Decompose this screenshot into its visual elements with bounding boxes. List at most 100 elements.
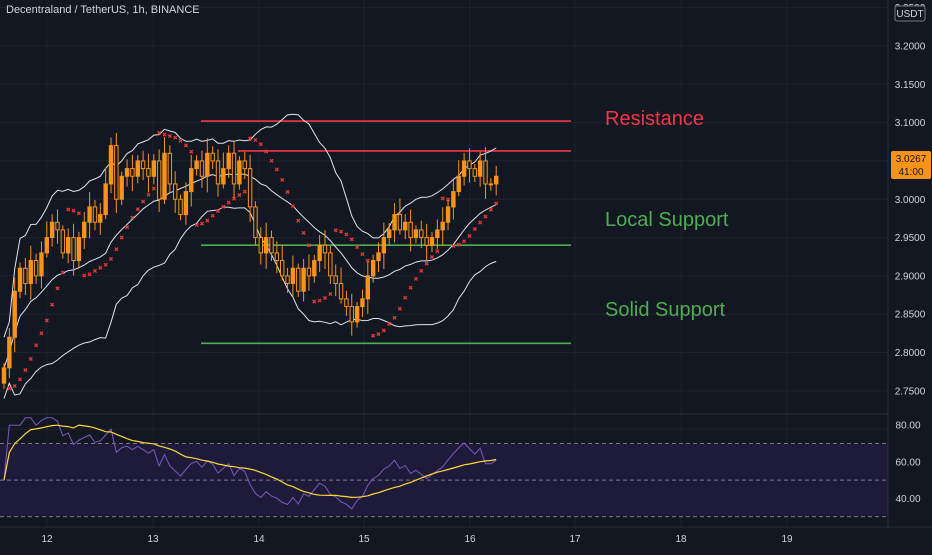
sar-dot-10: [55, 286, 60, 291]
candle-body-28: [151, 160, 157, 177]
candle-body-89: [477, 160, 483, 177]
candle-body-49: [263, 237, 269, 254]
time-axis[interactable]: 12 13 14 15 16 17 18 19: [41, 534, 793, 545]
sar-dot-86: [462, 239, 467, 244]
sar-dot-31: [167, 134, 172, 139]
candle-67: [360, 289, 365, 317]
time-tick-6: 18: [675, 534, 687, 545]
candle-body-40: [215, 160, 221, 185]
sar-dot-91: [488, 207, 493, 212]
candle-body-37: [199, 160, 205, 177]
sar-dot-30: [162, 132, 167, 137]
local-support-label: Local Support: [605, 209, 729, 231]
bar-countdown: 41:00: [898, 167, 923, 178]
candle-66: [354, 301, 360, 328]
candle-47: [253, 201, 258, 245]
candle-68: [365, 262, 371, 314]
candle-79: [424, 223, 429, 261]
price-tick-2: 2.8000: [895, 348, 926, 359]
sar-dot-2: [12, 383, 17, 389]
rsi-line: [3, 417, 497, 510]
candle-2: [12, 277, 17, 353]
candle-63: [338, 267, 344, 304]
candle-65: [349, 293, 354, 336]
candle-body-56: [301, 267, 306, 292]
time-tick-0: 12: [41, 534, 53, 545]
candle-body-80: [429, 237, 435, 246]
candle-body-47: [253, 206, 258, 239]
sar-dot-59: [317, 298, 322, 303]
candle-62: [333, 264, 338, 297]
sar-dot-41: [221, 204, 226, 209]
candle-body-13: [71, 237, 76, 262]
sar-dot-68: [365, 258, 370, 263]
sar-dot-54: [290, 203, 295, 209]
candle-72: [387, 223, 392, 246]
candle-body-22: [119, 175, 124, 200]
sar-dot-3: [17, 377, 23, 382]
sar-dot-52: [280, 177, 285, 182]
price-tick-9: 3.1500: [895, 80, 926, 91]
sar-dot-53: [285, 189, 290, 194]
sar-dot-49: [264, 149, 269, 154]
sar-dot-18: [98, 265, 103, 270]
candle-15: [82, 211, 87, 250]
rsi-pane: [0, 417, 888, 518]
candle-body-68: [365, 275, 371, 300]
candle-body-57: [306, 267, 312, 277]
sar-dot-62: [333, 228, 338, 233]
time-tick-1: 13: [147, 534, 159, 545]
sar-dot-23: [124, 225, 130, 230]
sar-dot-61: [328, 291, 333, 296]
candle-body-33: [178, 198, 183, 216]
sar-dot-24: [130, 215, 135, 220]
candle-body-82: [440, 221, 445, 231]
sar-dot-89: [478, 220, 483, 225]
candle-22: [119, 171, 124, 205]
sar-dot-32: [173, 135, 178, 140]
candle-37: [199, 150, 205, 188]
time-tick-5: 17: [569, 534, 581, 545]
sar-dot-19: [103, 262, 108, 267]
candle-body-92: [494, 175, 499, 185]
candle-body-39: [210, 152, 215, 162]
candle-body-46: [247, 168, 253, 208]
rsi-tick-2: 40.00: [895, 494, 920, 505]
rsi-ma-line: [3, 424, 497, 499]
candle-body-90: [483, 160, 488, 185]
sar-dot-72: [387, 321, 392, 326]
candle-29: [156, 149, 162, 212]
resistance-label: Resistance: [605, 108, 704, 130]
candle-76: [408, 209, 413, 252]
sar-dot-82: [440, 196, 445, 201]
candle-body-9: [49, 221, 55, 239]
sar-dot-71: [381, 328, 386, 333]
candle-body-67: [360, 298, 365, 308]
candle-21: [114, 132, 119, 214]
candle-body-32: [173, 183, 178, 200]
candle-9: [49, 214, 55, 247]
candle-49: [263, 222, 269, 269]
candle-body-2: [12, 290, 17, 338]
candle-body-34: [183, 191, 189, 216]
sar-dot-69: [371, 333, 376, 338]
sar-dot-55: [296, 218, 301, 223]
candle-19: [103, 167, 108, 220]
candle-57: [306, 254, 312, 291]
candle-13: [71, 223, 76, 276]
sar-dot-83: [445, 197, 451, 202]
candle-16: [87, 191, 92, 239]
candle-17: [92, 200, 98, 231]
candle-body-42: [226, 152, 231, 170]
candle-body-29: [156, 160, 162, 200]
candle-body-78: [419, 229, 424, 239]
sar-dot-36: [194, 222, 199, 227]
sar-dot-38: [205, 218, 210, 223]
sar-dot-74: [397, 306, 402, 311]
symbol-title[interactable]: Decentraland / TetherUS, 1h, BINANCE: [6, 4, 200, 16]
sar-dot-17: [92, 268, 98, 274]
rsi-tick-1: 60.00: [895, 457, 920, 468]
candle-48: [258, 227, 264, 265]
